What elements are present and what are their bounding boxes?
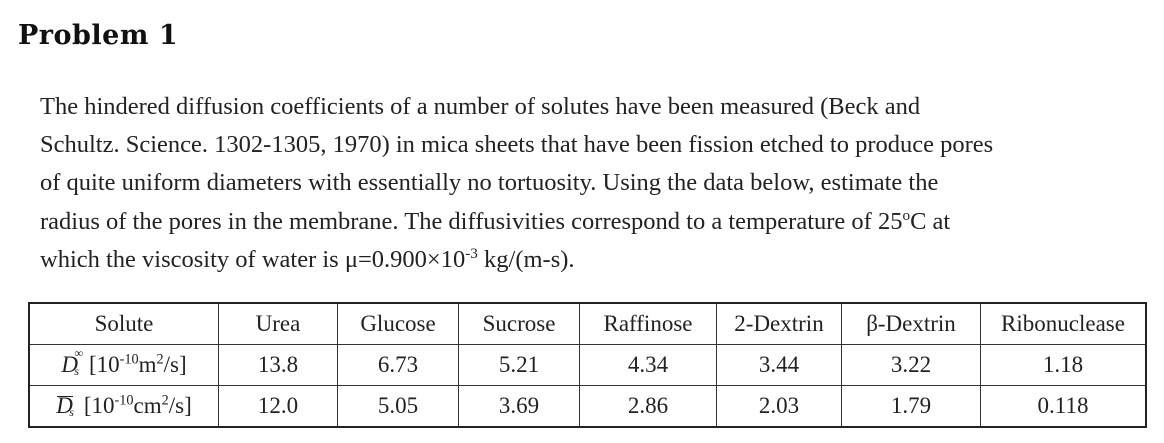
statement-line-5: which the viscosity of water is μ=0.900×… [40, 241, 1150, 279]
table-cell: 1.18 [980, 344, 1147, 386]
statement-line-4-text: radius of the pores in the membrane. The… [40, 207, 903, 235]
degree-sign: o [902, 206, 911, 224]
statement-line-2: Schultz. Science. 1302-1305, 1970) in mi… [40, 131, 994, 159]
table-cell: 3.69 [458, 385, 580, 428]
table-cell: 3.22 [841, 344, 981, 386]
table-cell: 5.05 [337, 385, 459, 428]
solute-subscript: s [74, 364, 80, 378]
problem-statement: The hindered diffusion coefficients of a… [40, 88, 1150, 279]
header-cell: Raffinose [579, 302, 717, 345]
table-cell: 12.0 [218, 385, 338, 428]
table-cell: 2.86 [579, 385, 717, 428]
header-cell: 2-Dextrin [716, 302, 842, 345]
header-cell: β-Dextrin [841, 302, 981, 345]
header-cell: Ribonuclease [980, 302, 1147, 345]
problem-heading: Problem 1 [18, 20, 179, 51]
table-cell: 6.73 [337, 344, 459, 386]
table-header-row: Solute Urea Glucose Sucrose Raffinose 2-… [28, 302, 1147, 345]
units-label: [10-10m2/s] [88, 351, 187, 377]
viscosity-exponent: -3 [465, 244, 478, 262]
diffusivity-symbol: D ∞ s [61, 346, 83, 378]
header-cell: Sucrose [458, 302, 580, 345]
table-cell: 2.03 [716, 385, 842, 428]
table-cell: 1.79 [841, 385, 981, 428]
statement-line-1: The hindered diffusion coefficients of a… [40, 93, 921, 120]
table-row: D ∞ s [10-10m2/s] 13.8 6.73 5.21 4.34 3.44 … [28, 344, 1147, 386]
statement-line-5-end: kg/(m-s). [477, 245, 575, 273]
header-cell: Urea [218, 302, 338, 345]
solute-subscript: s [69, 405, 74, 419]
diffusivity-table: Solute Urea Glucose Sucrose Raffinose 2-… [28, 302, 1147, 428]
header-cell: Glucose [337, 302, 459, 345]
header-cell: Solute [28, 302, 219, 345]
table-cell: 4.34 [579, 344, 717, 386]
units-label: [10-10cm2/s] [83, 392, 192, 418]
statement-line-3: of quite uniform diameters with essentia… [40, 169, 939, 197]
table-cell: 0.118 [980, 385, 1147, 428]
table-cell: 5.21 [458, 344, 580, 386]
statement-line-4: radius of the pores in the membrane. The… [40, 203, 1150, 241]
statement-line-4-end: C at [910, 207, 951, 235]
statement-line-5-text: which the viscosity of water is μ=0.900×… [40, 245, 466, 273]
table-cell: 3.44 [716, 344, 842, 386]
row-label-bulk-diffusivity: D ∞ s [10-10m2/s] [28, 344, 219, 386]
table-cell: 13.8 [218, 344, 338, 386]
infinity-superscript: ∞ [74, 346, 83, 360]
